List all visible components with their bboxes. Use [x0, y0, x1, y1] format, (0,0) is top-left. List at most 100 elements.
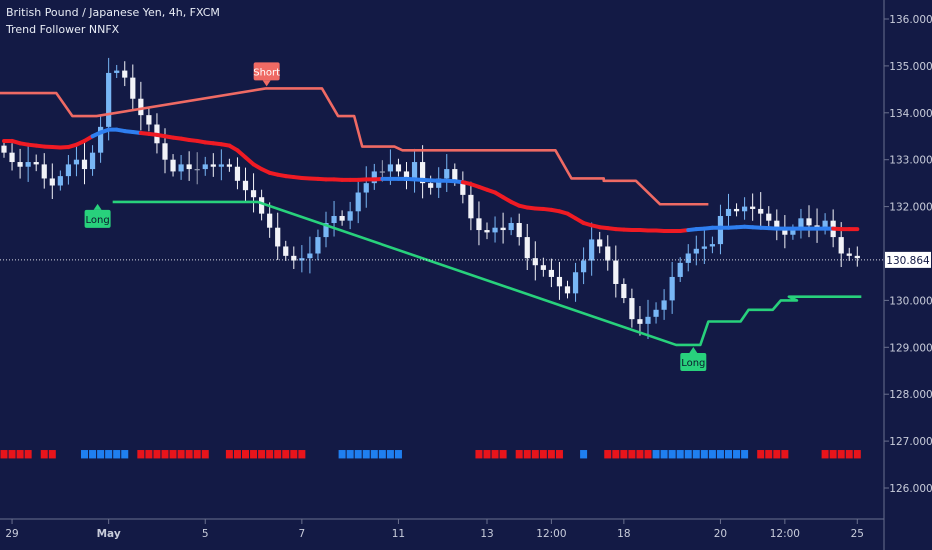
marker-square [386, 450, 394, 459]
marker-square [636, 450, 644, 459]
candle-body [403, 171, 410, 181]
candle-body [186, 164, 192, 170]
candle [411, 148, 418, 193]
candle [267, 202, 273, 238]
marker-square [0, 450, 8, 459]
candle [89, 145, 96, 176]
candle [629, 288, 635, 328]
candle [701, 229, 707, 265]
y-tick-label: 130.000 [889, 295, 932, 307]
candle-body [307, 253, 313, 259]
candle [637, 306, 643, 336]
marker-square [483, 450, 491, 459]
candle-body [331, 215, 337, 224]
candle-body [41, 164, 47, 179]
x-tick-label: 29 [5, 528, 18, 540]
marker-square [378, 450, 386, 459]
marker-square [668, 450, 676, 459]
candle-body [516, 223, 522, 238]
candle [524, 223, 530, 271]
candle [589, 222, 595, 276]
candle-body [218, 164, 224, 167]
candle-body [548, 269, 554, 277]
candle-body [460, 180, 466, 195]
x-tick-label: 11 [392, 528, 405, 540]
legend-header: British Pound / Japanese Yen, 4h, FXCM T… [6, 4, 220, 38]
marker-square [725, 450, 732, 459]
candle [25, 145, 31, 182]
candle-body [822, 220, 828, 228]
candle-body [57, 176, 63, 186]
candle-body [210, 164, 216, 167]
candle [822, 213, 828, 235]
candle-body [476, 218, 482, 231]
bands-layer [0, 87, 862, 347]
long-signal: Long [680, 346, 707, 371]
marker-square [531, 450, 539, 459]
candle [564, 280, 571, 299]
chart-title[interactable]: British Pound / Japanese Yen, 4h, FXCM [6, 6, 220, 19]
price-axis[interactable]: 136.000 135.000 134.000 133.000 132.000 130.0… [884, 14, 932, 495]
candle-body [275, 227, 281, 247]
candle-body [170, 159, 176, 172]
candle [572, 262, 579, 302]
marker-square [161, 450, 169, 459]
candle [226, 158, 232, 172]
candle [484, 222, 490, 240]
candle-body [653, 309, 659, 317]
candle [508, 217, 514, 236]
marker-square [201, 450, 209, 459]
candle [669, 261, 675, 314]
candle [516, 213, 522, 246]
marker-square [8, 450, 16, 459]
candle [540, 257, 546, 277]
marker-square [153, 450, 161, 459]
candle-body [717, 215, 724, 245]
candle-body [540, 265, 546, 270]
candle [122, 61, 128, 87]
candle-body [323, 223, 329, 238]
marker-square [853, 450, 861, 459]
x-tick-label: 5 [202, 528, 209, 540]
marker-square [290, 450, 298, 459]
x-tick-label: 13 [480, 528, 493, 540]
candle-body [524, 237, 530, 259]
lower-band-line [112, 200, 862, 347]
marker-square [829, 450, 837, 459]
marker-square [121, 450, 129, 459]
candle [395, 158, 402, 177]
marker-square [97, 450, 105, 459]
marker-square [362, 450, 370, 459]
indicator-name[interactable]: Trend Follower NNFX [6, 23, 120, 36]
candle [403, 162, 410, 190]
candle [500, 212, 506, 244]
marker-square [539, 450, 547, 459]
candle [57, 170, 63, 191]
candle [355, 179, 361, 224]
candle-body [500, 227, 506, 231]
candle-body [798, 218, 804, 231]
candle-body [838, 237, 844, 254]
candle-body [250, 190, 257, 198]
marker-square [676, 450, 684, 459]
candle-body [492, 227, 498, 233]
marker-square [370, 450, 378, 459]
candle [331, 200, 337, 237]
candle-body [387, 164, 393, 172]
candle-body [1, 145, 7, 153]
candle-body [194, 169, 200, 171]
candle [742, 197, 748, 220]
time-axis[interactable]: 29 May 5 7 11 13 12:00 18 20 12:00 25 [5, 519, 864, 540]
marker-square [765, 450, 773, 459]
candle [114, 64, 120, 79]
marker-square [523, 450, 531, 459]
candle-body [122, 70, 128, 78]
candle [202, 156, 208, 176]
marker-square [652, 450, 660, 459]
candle-body [556, 276, 563, 287]
candle-body [693, 248, 699, 254]
candle [259, 189, 265, 221]
candle-body [395, 164, 402, 172]
candle-body [347, 211, 353, 221]
candle-body [9, 152, 15, 163]
